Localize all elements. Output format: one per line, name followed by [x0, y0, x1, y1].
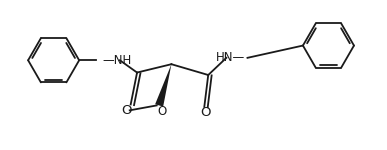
Text: O: O [200, 106, 211, 119]
Polygon shape [155, 64, 171, 107]
Text: HN—: HN— [216, 51, 245, 64]
Text: O: O [122, 104, 132, 117]
Text: O: O [157, 105, 166, 118]
Text: —NH: —NH [103, 54, 132, 67]
